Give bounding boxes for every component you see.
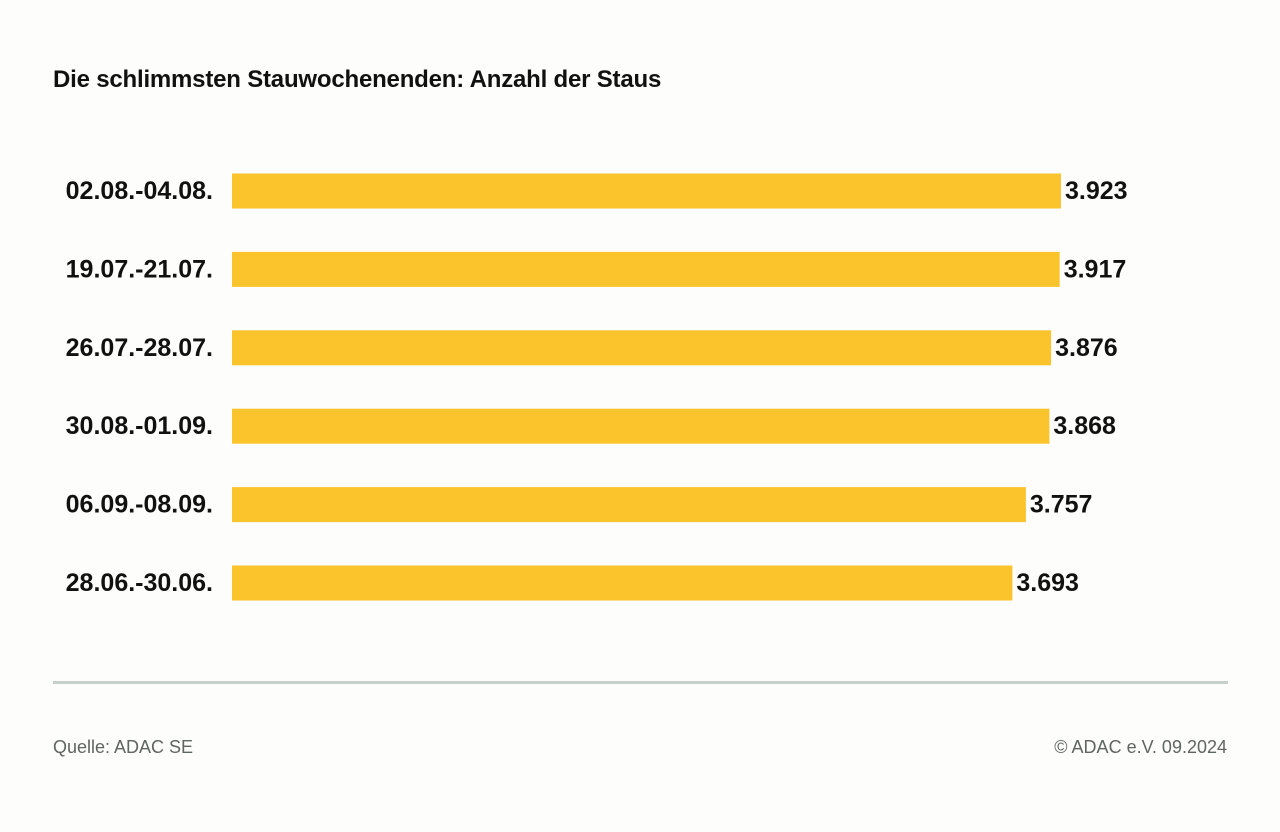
bar-0 (232, 173, 1061, 209)
bar-2 (232, 330, 1052, 366)
category-label-0: 02.08.-04.08. (66, 177, 213, 205)
bar-chart: 02.08.-04.08. 3.923 19.07.-21.07. 3.917 26.0… (66, 173, 1128, 601)
source-note: Quelle: ADAC SE (53, 737, 194, 757)
value-label-5: 3.693 (1016, 569, 1079, 597)
value-label-1: 3.917 (1064, 255, 1127, 283)
bar-5 (232, 565, 1013, 601)
value-label-2: 3.876 (1055, 334, 1118, 362)
category-label-1: 19.07.-21.07. (66, 255, 213, 283)
category-label-4: 06.09.-08.09. (66, 491, 213, 519)
value-label-3: 3.868 (1053, 412, 1116, 440)
category-label-3: 30.08.-01.09. (66, 412, 213, 440)
copyright-note: © ADAC e.V. 09.2024 (1054, 737, 1227, 757)
bar-3 (232, 408, 1050, 444)
value-label-4: 3.757 (1030, 491, 1093, 519)
category-label-5: 28.06.-30.06. (66, 569, 213, 597)
value-label-0: 3.923 (1065, 177, 1128, 205)
bar-1 (232, 251, 1060, 287)
footer-divider (53, 681, 1228, 684)
bar-4 (232, 487, 1026, 523)
chart-title: Die schlimmsten Stauwochenenden: Anzahl … (53, 66, 662, 93)
category-label-2: 26.07.-28.07. (66, 334, 213, 362)
